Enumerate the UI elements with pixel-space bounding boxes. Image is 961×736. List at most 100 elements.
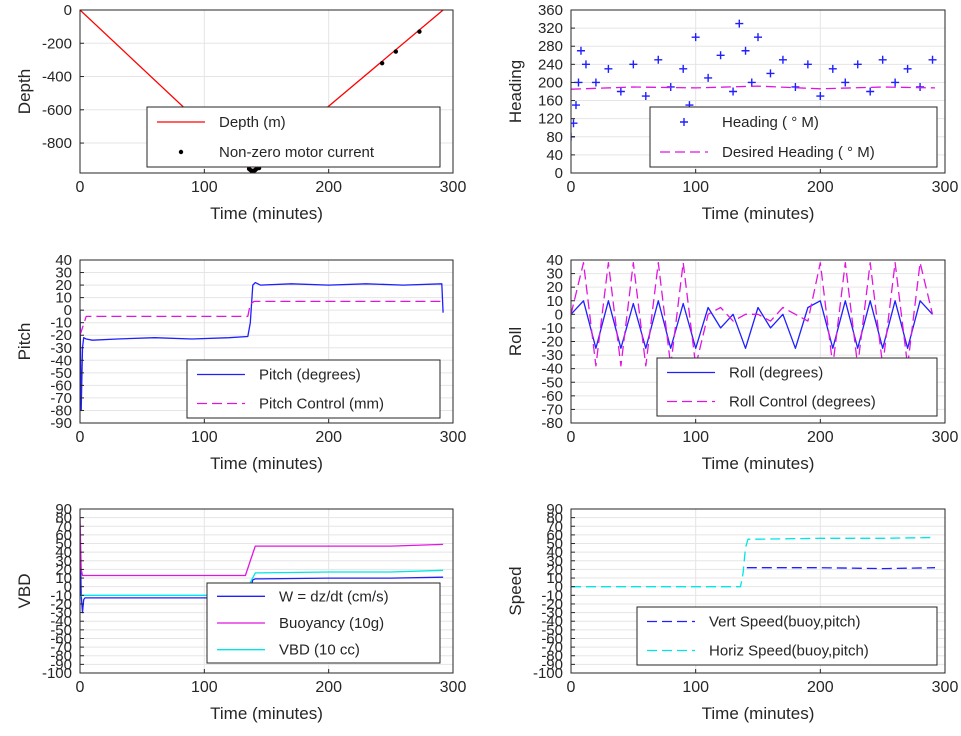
y-tick-label: 280: [538, 38, 563, 55]
x-tick-label: 200: [807, 429, 834, 446]
y-tick-label: -30: [50, 340, 72, 357]
y-tick-label: -60: [50, 630, 72, 647]
y-tick-label: 20: [546, 279, 563, 296]
data-point: [878, 55, 887, 64]
y-tick-label: 40: [55, 544, 72, 561]
data-point: [928, 55, 937, 64]
data-point: [778, 55, 787, 64]
y-tick-label: 30: [546, 266, 563, 283]
data-point: [574, 78, 583, 87]
legend-entry: Horiz Speed(buoy,pitch): [709, 643, 869, 660]
data-point: [704, 73, 713, 82]
x-tick-label: 300: [440, 179, 467, 196]
series-heading-1: [571, 85, 936, 90]
y-tick-label: 0: [64, 2, 72, 19]
x-tick-label: 200: [315, 429, 342, 446]
y-tick-label: -80: [50, 402, 72, 419]
x-axis-label: Time (minutes): [210, 704, 323, 723]
x-tick-label: 0: [76, 429, 85, 446]
data-point: [417, 29, 422, 34]
y-tick-label: 50: [546, 536, 563, 553]
y-tick-label: 20: [55, 561, 72, 578]
legend-entry: Roll Control (degrees): [729, 394, 876, 411]
series-roll-1: [571, 262, 934, 367]
y-tick-label: 160: [538, 93, 563, 110]
y-tick-label: -100: [533, 665, 563, 682]
axes-box: [570, 508, 946, 674]
series-heading-0: [571, 19, 937, 141]
y-axis-label: Depth: [15, 69, 34, 114]
y-tick-label: -90: [541, 656, 563, 673]
legend: Heading ( ° M) Desired Heading ( ° M): [649, 106, 938, 168]
y-tick-label: 60: [55, 527, 72, 544]
series-pitch-1: [80, 300, 444, 336]
y-tick-label: -30: [541, 347, 563, 364]
legend-entry: Roll (degrees): [729, 365, 823, 382]
x-axis-label: Time (minutes): [210, 454, 323, 473]
y-tick-label: -600: [42, 102, 72, 119]
y-tick-label: -30: [541, 605, 563, 622]
legend-entry: Desired Heading ( ° M): [722, 144, 875, 161]
y-tick-label: 10: [546, 570, 563, 587]
data-point: [591, 78, 600, 87]
y-tick-label: 40: [546, 544, 563, 561]
y-tick-label: 0: [555, 306, 563, 323]
data-point: [816, 92, 825, 101]
y-tick-label: -60: [50, 377, 72, 394]
axes-box: [570, 9, 946, 174]
data-point: [828, 64, 837, 73]
x-tick-label: 100: [191, 429, 218, 446]
y-tick-label: 0: [555, 579, 563, 596]
y-tick-label: -800: [42, 135, 72, 152]
x-axis-label: Time (minutes): [210, 204, 323, 223]
y-tick-label: -80: [541, 648, 563, 665]
y-tick-label: 40: [546, 147, 563, 164]
data-point: [654, 55, 663, 64]
legend-entry: Pitch (degrees): [259, 367, 361, 384]
series-group: [80, 10, 444, 173]
y-tick-label: 200: [538, 74, 563, 91]
y-tick-label: -50: [50, 622, 72, 639]
y-tick-label: -40: [541, 613, 563, 630]
y-tick-label: 90: [546, 501, 563, 518]
data-point: [393, 49, 399, 54]
chart-pitch: 0 100 200 300403020100-10-20-30-40-50-60-70…: [15, 252, 466, 473]
y-tick-label: -60: [541, 388, 563, 405]
data-point: [791, 82, 800, 91]
legend-marker: [178, 149, 184, 155]
legend-entry: Vert Speed(buoy,pitch): [709, 614, 860, 631]
legend-entry: Heading ( ° M): [722, 114, 819, 131]
data-point: [735, 19, 744, 28]
legend-entry: Pitch Control (mm): [259, 396, 384, 413]
chart-depth: 0 100 200 300 0 -200 -400 -600 -800 Time (minutes…: [15, 2, 466, 223]
data-point: [747, 78, 756, 87]
y-tick-label: 0: [555, 165, 563, 182]
y-tick-label: 90: [55, 501, 72, 518]
legend-entry: VBD (10 cc): [279, 642, 360, 659]
y-tick-label: 120: [538, 111, 563, 128]
y-tick-label: -30: [50, 605, 72, 622]
y-axis-label: Heading: [506, 60, 525, 123]
y-tick-label: -80: [541, 415, 563, 432]
y-tick-label: -70: [541, 639, 563, 656]
chart-speed: 0 100 200 3009080706050403020100-10-20-30-4…: [506, 501, 958, 723]
legend: Pitch (degrees) Pitch Control (mm): [186, 359, 441, 419]
axes-box: [79, 508, 454, 674]
x-tick-label: 300: [440, 679, 467, 696]
x-tick-label: 300: [932, 179, 959, 196]
y-tick-label: 10: [546, 293, 563, 310]
y-tick-label: -50: [50, 365, 72, 382]
legend: Vert Speed(buoy,pitch) Horiz Speed(buoy,p…: [636, 606, 938, 666]
x-tick-label: 0: [76, 679, 85, 696]
y-tick-label: -50: [541, 622, 563, 639]
legend-box: [656, 357, 938, 417]
data-point: [729, 87, 738, 96]
y-tick-label: -200: [42, 35, 72, 52]
legend-box: [146, 106, 441, 168]
data-point: [571, 119, 578, 128]
x-tick-label: 100: [682, 179, 709, 196]
x-axis-label: Time (minutes): [702, 204, 815, 223]
y-tick-label: 80: [546, 129, 563, 146]
y-tick-label: 10: [55, 570, 72, 587]
